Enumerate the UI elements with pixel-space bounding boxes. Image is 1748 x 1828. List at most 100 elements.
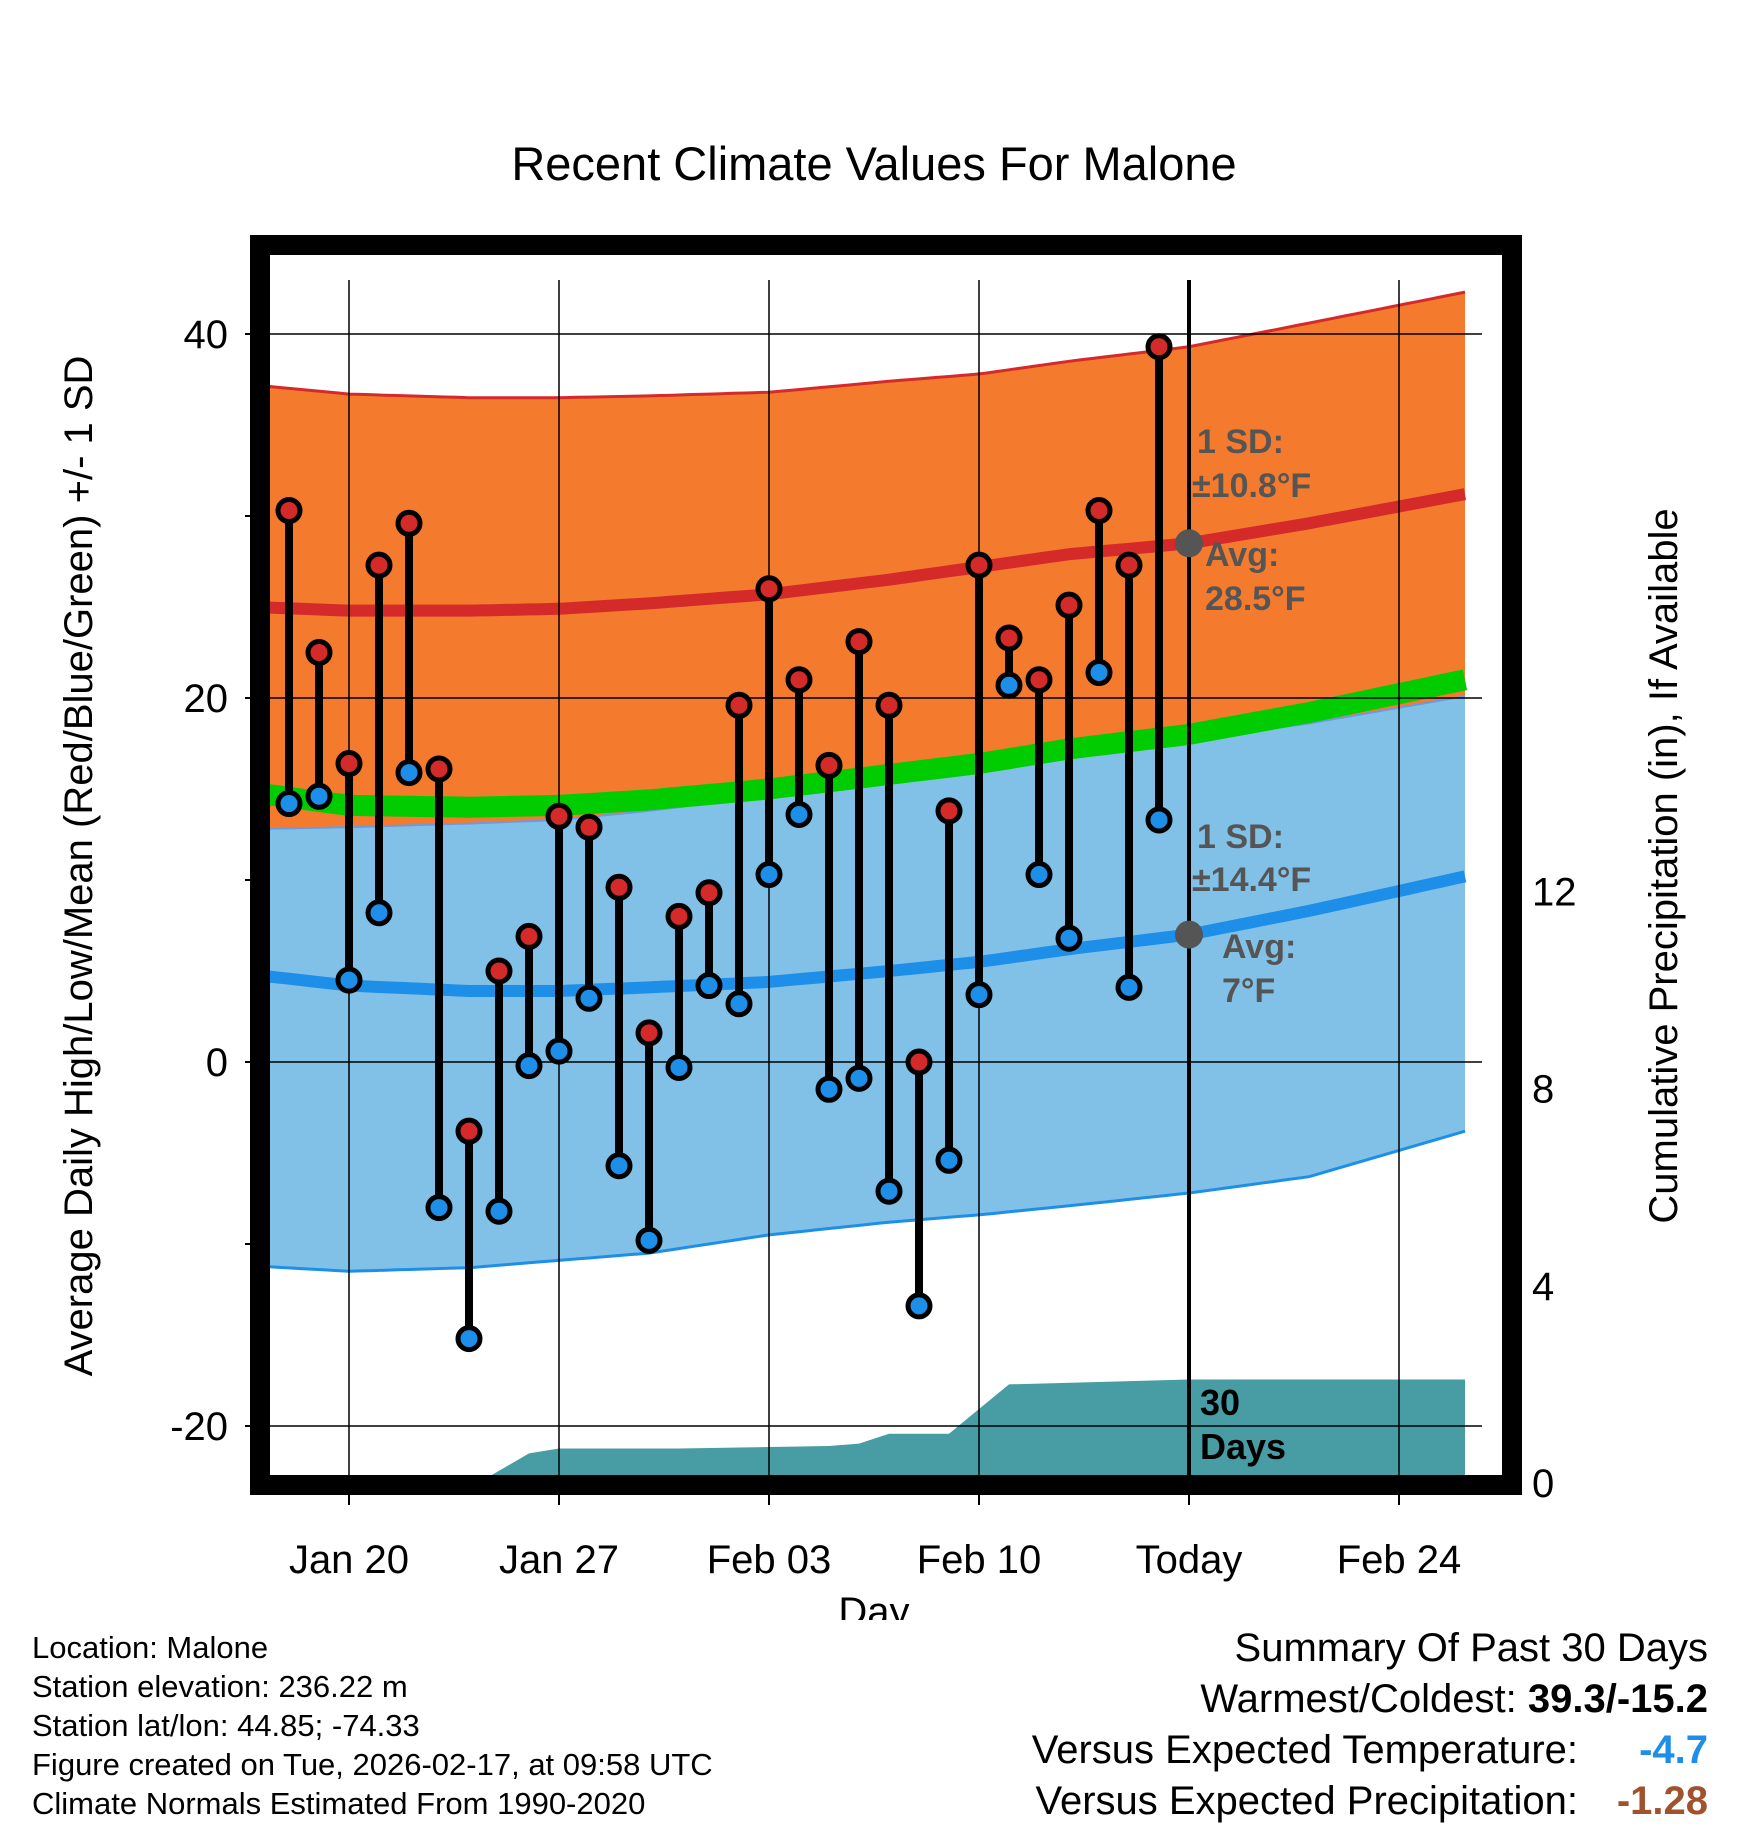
y-tick-label: 0 (206, 1041, 228, 1085)
low-point (995, 671, 1023, 699)
chart-title: Recent Climate Values For Malone (511, 137, 1236, 190)
high-point (515, 922, 543, 950)
summary-heading: Summary Of Past 30 Days (1234, 1626, 1708, 1670)
low-point (605, 1152, 633, 1180)
high-sd-value: ±10.8°F (1192, 467, 1311, 505)
y-tick-label: 40 (184, 313, 229, 357)
high-point (365, 551, 393, 579)
high-point (875, 691, 903, 719)
warm-cold-label: Warmest/Coldest: (1200, 1677, 1517, 1721)
low-point (425, 1194, 453, 1222)
high-point (275, 497, 303, 525)
low-point (725, 990, 753, 1018)
high-point (305, 639, 333, 666)
high-point (1055, 591, 1083, 619)
daily-stems (285, 342, 1163, 1343)
low-point (485, 1197, 513, 1225)
precip-departure-label: Versus Expected Precipitation: (1035, 1779, 1578, 1823)
x-tick-label: Jan 27 (499, 1538, 619, 1582)
high-point (485, 957, 513, 985)
y-tick-label: 20 (184, 677, 229, 721)
high-avg-label: Avg: (1205, 536, 1279, 574)
low-point (875, 1177, 903, 1205)
high-plus-sd-line (270, 290, 1466, 400)
high-point (1025, 666, 1053, 694)
low-point (695, 972, 723, 1000)
created-text: Figure created on Tue, 2026-02-17, at 09… (32, 1747, 713, 1782)
x-tick-label: Feb 03 (707, 1538, 832, 1582)
low-point (755, 861, 783, 889)
climate-chart: Recent Climate Values For Malone 1 SD: ±1… (57, 137, 1686, 1620)
high-point (935, 797, 963, 825)
summary-panel: Summary Of Past 30 Days Warmest/Coldest:… (808, 1623, 1708, 1827)
high-point (1115, 551, 1143, 579)
high-point (815, 751, 843, 779)
high-sd-band (270, 292, 1465, 829)
elevation-text: Station elevation: 236.22 m (32, 1669, 408, 1704)
low-avg-value: 7°F (1222, 972, 1275, 1010)
y2-tick-label: 0 (1532, 1462, 1554, 1506)
low-point (785, 800, 813, 828)
low-point (395, 759, 423, 787)
high-point (725, 691, 753, 719)
station-info: Location: Malone Station elevation: 236.… (32, 1628, 713, 1823)
temp-departure-value: -4.7 (1639, 1728, 1708, 1772)
high-point (845, 628, 873, 656)
high-point (965, 551, 993, 579)
y2-tick-label: 12 (1532, 870, 1577, 914)
x-tick-label: Feb 10 (917, 1538, 1042, 1582)
period-days-label: Days (1200, 1426, 1286, 1467)
low-point (275, 790, 303, 818)
low-sd-value: ±14.4°F (1192, 861, 1311, 899)
high-point (335, 750, 363, 778)
low-point (515, 1052, 543, 1080)
temp-departure-label: Versus Expected Temperature: (1031, 1728, 1578, 1772)
low-point (305, 782, 333, 810)
low-point (665, 1053, 693, 1081)
high-sd-label: 1 SD: (1197, 423, 1284, 461)
low-point (635, 1226, 663, 1254)
low-sd-label: 1 SD: (1197, 818, 1284, 856)
low-point (455, 1325, 483, 1353)
y2-axis: 0 4 8 12 (1505, 870, 1577, 1506)
y-axis: -20 0 20 40 (170, 313, 260, 1449)
y-tick-label: -20 (170, 1405, 228, 1449)
high-point (755, 575, 783, 603)
low-point (1025, 861, 1053, 889)
location-text: Location: Malone (32, 1630, 269, 1665)
low-point (335, 966, 363, 994)
today-low-avg-marker (1175, 920, 1203, 949)
plot-content: 1 SD: ±10.8°F Avg: 28.5°F 1 SD: ±14.4°F Avg: 7°… (270, 280, 1482, 1475)
low-point (905, 1292, 933, 1320)
low-point (815, 1075, 843, 1103)
low-avg-label: Avg: (1222, 928, 1296, 966)
low-point (545, 1037, 573, 1065)
y-axis-label: Average Daily High/Low/Mean (Red/Blue/Gr… (57, 356, 101, 1377)
high-point (455, 1117, 483, 1145)
y2-tick-label: 4 (1532, 1265, 1554, 1309)
high-point (905, 1048, 933, 1076)
x-tick-label: Jan 20 (289, 1538, 409, 1582)
period-days-number: 30 (1200, 1382, 1240, 1423)
daily-points (275, 333, 1173, 1353)
high-point (785, 666, 813, 694)
low-point (935, 1146, 963, 1174)
precip-departure-value: -1.28 (1616, 1779, 1708, 1823)
low-point (1055, 924, 1083, 952)
x-axis-label: Day (838, 1590, 909, 1620)
low-minus-sd-line (270, 1129, 1466, 1273)
plot-frame (250, 235, 1522, 1495)
low-point (965, 981, 993, 1009)
y2-tick-label: 8 (1532, 1068, 1554, 1112)
high-point (575, 813, 603, 841)
today-high-avg-marker (1175, 529, 1203, 558)
plot-area: 1 SD: ±10.8°F Avg: 28.5°F 1 SD: ±14.4°F Avg: 7°… (250, 235, 1522, 1495)
high-point (1145, 333, 1173, 361)
warm-cold-value: 39.3/-15.2 (1527, 1677, 1708, 1721)
low-point (1085, 659, 1113, 687)
x-tick-label: Today (1136, 1538, 1243, 1582)
high-point (425, 755, 453, 783)
high-point (545, 802, 573, 830)
high-point (395, 509, 423, 537)
low-point (1145, 806, 1173, 834)
